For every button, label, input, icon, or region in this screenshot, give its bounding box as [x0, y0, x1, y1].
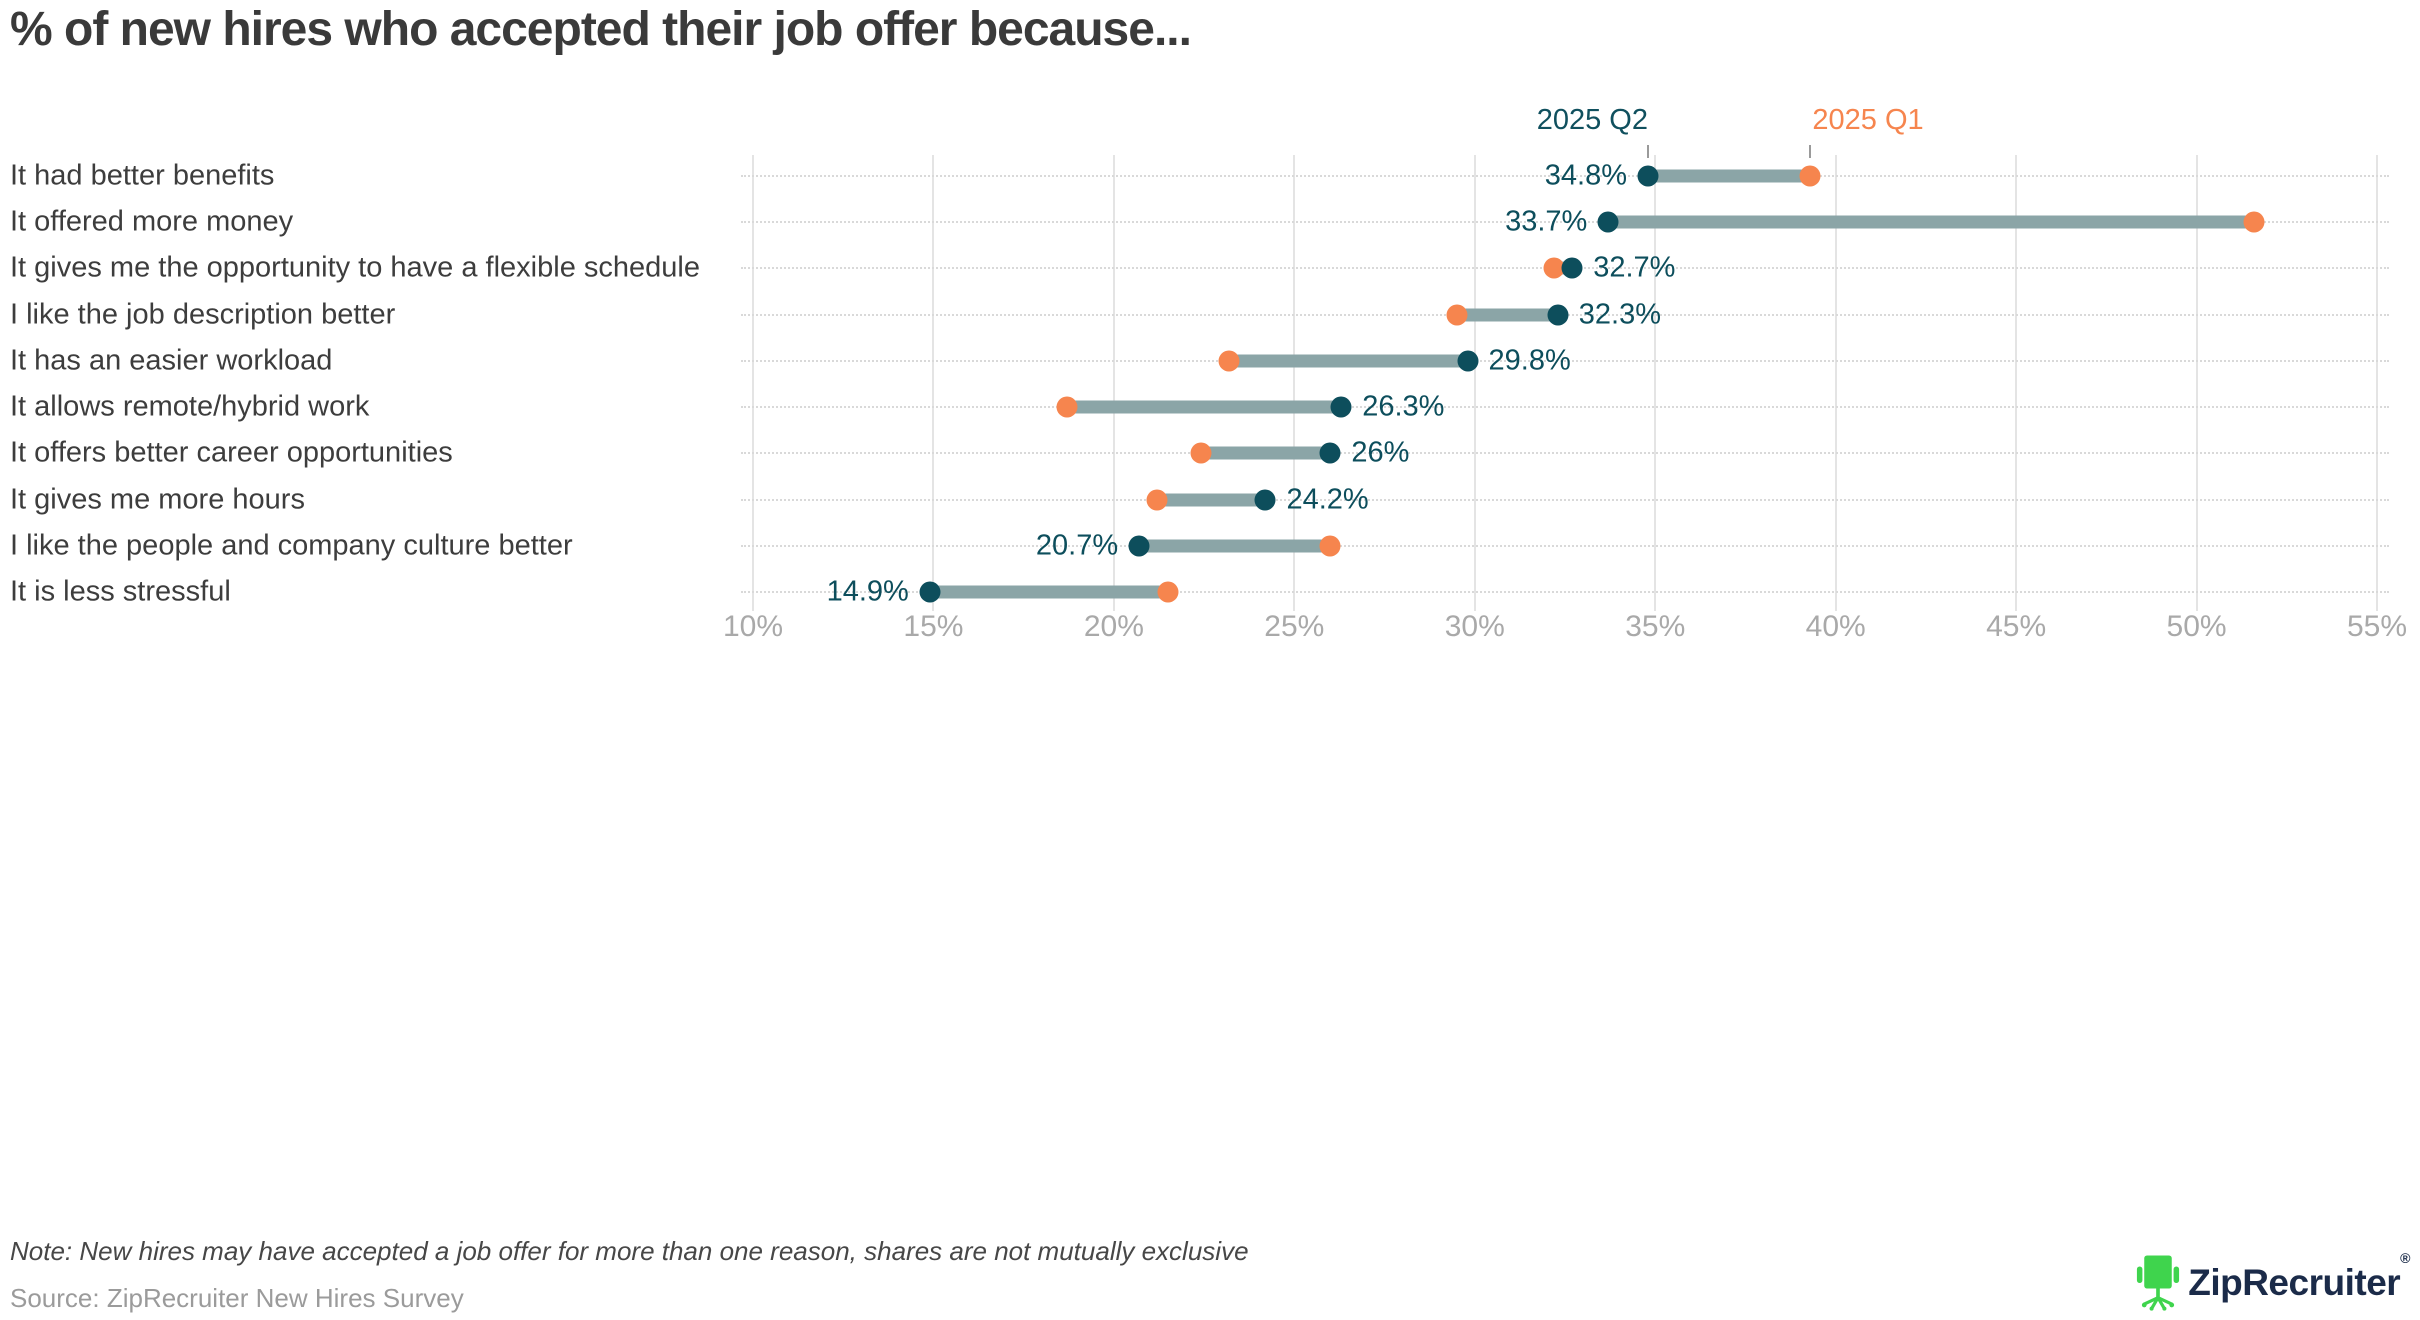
q2-value-label: 24.2% — [1286, 483, 1369, 516]
dumbbell-connector — [1139, 539, 1331, 553]
chart-title: % of new hires who accepted their job of… — [10, 3, 1192, 56]
dumbbell-connector — [1200, 446, 1331, 460]
q2-value-label: 20.7% — [1035, 529, 1119, 562]
row-dotted-line — [741, 174, 2389, 177]
x-axis-tick-label: 20% — [1083, 610, 1144, 643]
registered-mark: ® — [2400, 1250, 2410, 1266]
q2-value-label: 34.8% — [1544, 159, 1627, 192]
q1-dot — [1190, 442, 1211, 464]
category-label: It gives me more hours — [10, 483, 305, 516]
q1-dot — [1146, 489, 1168, 511]
row-dotted-line — [741, 545, 2389, 547]
x-axis-tick-label: 45% — [1986, 610, 2047, 643]
q2-dot — [1254, 489, 1276, 511]
q2-value-label: 26% — [1351, 436, 1410, 469]
row-dotted-line — [741, 359, 2389, 362]
row-dotted-line — [741, 220, 2389, 223]
dumbbell-connector — [1648, 169, 1811, 183]
v-gridline — [1834, 155, 1837, 611]
q2-dot — [1128, 535, 1150, 557]
row-dotted-line — [741, 498, 2389, 501]
q2-value-label: 33.7% — [1505, 205, 1588, 238]
category-label: It gives me the opportunity to have a fl… — [10, 251, 700, 284]
category-label: It offers better career opportunities — [10, 436, 453, 469]
v-gridline — [2376, 155, 2378, 611]
q1-dot — [1319, 535, 1341, 557]
q2-dot — [1319, 442, 1341, 464]
legend-2025-q1: 2025 Q1 — [1812, 104, 1924, 136]
v-gridline — [752, 155, 754, 611]
q2-dot — [1547, 304, 1569, 325]
category-label: It had better benefits — [10, 159, 275, 192]
q2-dot — [1457, 350, 1479, 372]
v-gridline — [1473, 155, 1476, 611]
category-label: I like the job description better — [10, 298, 396, 330]
dumbbell-connector — [1066, 400, 1342, 414]
q1-dot — [1218, 350, 1240, 372]
ziprecruiter-logo: ZipRecruiter® — [2136, 1250, 2410, 1312]
q2-value-label: 29.8% — [1488, 344, 1571, 377]
category-label: It is less stressful — [10, 575, 231, 608]
category-label: I like the people and company culture be… — [10, 529, 573, 562]
x-axis-tick-label: 25% — [1264, 610, 1325, 643]
legend-pointer-q2 — [1647, 145, 1649, 158]
x-axis-tick-label: 35% — [1625, 610, 1686, 643]
q2-dot — [1561, 257, 1583, 279]
x-axis-tick-label: 50% — [2166, 610, 2227, 643]
v-gridline — [932, 155, 935, 611]
x-axis-tick-label: 40% — [1805, 610, 1866, 643]
q2-dot — [1330, 396, 1352, 418]
x-axis-tick-label: 55% — [2346, 610, 2408, 643]
row-dotted-line — [741, 591, 2389, 594]
dumbbell-connector — [1456, 308, 1558, 321]
category-label: It has an easier workload — [10, 344, 333, 377]
v-gridline — [1112, 155, 1115, 611]
dumbbell-connector — [929, 585, 1168, 599]
q1-dot — [1157, 581, 1179, 603]
q2-value-label: 32.3% — [1578, 298, 1662, 330]
q1-dot — [1799, 165, 1821, 187]
row-dotted-line — [741, 452, 2389, 455]
x-axis-tick-label: 10% — [722, 610, 784, 643]
x-axis-tick-label: 15% — [903, 610, 964, 643]
v-gridline — [1654, 155, 1657, 611]
ziprecruiter-wordmark: ZipRecruiter® — [2188, 1250, 2410, 1303]
q2-dot — [919, 581, 941, 603]
q2-dot — [1637, 165, 1659, 187]
q2-value-label: 32.7% — [1593, 251, 1676, 284]
q1-dot — [1446, 304, 1468, 325]
dumbbell-connector — [1608, 215, 2255, 229]
footnote: Note: New hires may have accepted a job … — [10, 1236, 1249, 1266]
q1-dot — [1056, 396, 1078, 418]
legend-pointer-q1 — [1809, 145, 1812, 158]
legend-2025-q2: 2025 Q2 — [1536, 104, 1648, 136]
dumbbell-connector — [1229, 354, 1468, 368]
v-gridline — [1293, 155, 1296, 611]
source-line: Source: ZipRecruiter New Hires Survey — [10, 1283, 464, 1313]
category-label: It offered more money — [10, 205, 294, 238]
q1-dot — [2243, 211, 2265, 233]
q2-value-label: 14.9% — [826, 575, 909, 608]
ziprecruiter-chair-icon — [2137, 1255, 2180, 1311]
x-axis-tick-label: 30% — [1444, 610, 1505, 643]
q2-dot — [1597, 211, 1619, 233]
q2-value-label: 26.3% — [1362, 390, 1445, 423]
dumbbell-connector — [1157, 493, 1266, 507]
v-gridline — [2015, 155, 2018, 611]
category-label: It allows remote/hybrid work — [10, 390, 370, 423]
q1-dot — [1543, 257, 1565, 279]
v-gridline — [2195, 155, 2198, 611]
row-dotted-line — [741, 406, 2389, 409]
